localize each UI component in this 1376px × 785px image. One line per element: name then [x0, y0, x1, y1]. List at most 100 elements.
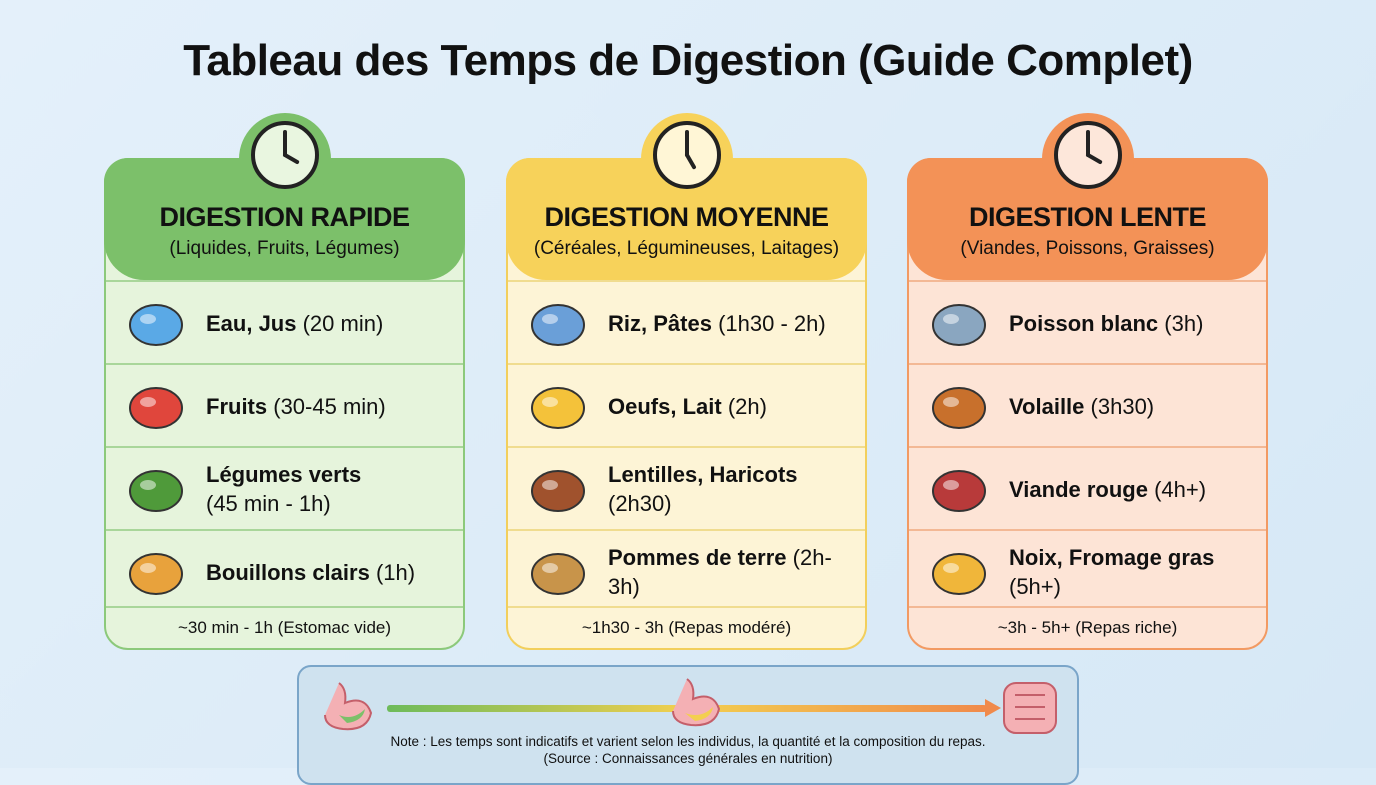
food-icon-box: [106, 295, 206, 351]
food-time: (2h30): [608, 491, 672, 516]
food-highlight: [943, 314, 959, 324]
food-icon: [129, 387, 183, 429]
food-row: Lentilles, Haricots (2h30): [508, 446, 865, 530]
food-time: (4h+): [1154, 476, 1207, 502]
food-text: Poisson blanc (3h): [1009, 309, 1259, 338]
food-row: Viande rouge (4h+): [909, 446, 1266, 530]
food-time: (2h-3h): [608, 545, 832, 599]
food-icon: [932, 470, 986, 512]
food-icon: [531, 470, 585, 512]
clock-hand: [282, 153, 299, 164]
food-name: Eau, Jus: [206, 310, 297, 336]
food-row: Pommes de terre (2h-3h): [508, 529, 865, 613]
food-highlight: [542, 314, 558, 324]
food-text: Lentilles, Haricots (2h30): [608, 460, 858, 518]
food-text: Pommes de terre (2h-3h): [608, 543, 858, 601]
clock-icon: [250, 121, 319, 189]
food-shape: [129, 304, 183, 346]
page-title: Tableau des Temps de Digestion (Guide Co…: [183, 36, 1193, 85]
food-icon-box: [106, 378, 206, 434]
card-header: DIGESTION RAPIDE (Liquides, Fruits, Légum…: [104, 113, 465, 280]
food-text: Légumes verts (45 min - 1h): [206, 460, 456, 518]
food-row: Oeufs, Lait (2h): [508, 363, 865, 447]
food-icon: [129, 470, 183, 512]
clock-icon: [1053, 121, 1122, 189]
food-time: (1h): [375, 559, 416, 585]
card-footer: ~3h - 5h+ (Repas riche): [909, 606, 1266, 648]
food-icon-box: [508, 295, 608, 351]
food-icon: [531, 553, 585, 595]
food-name: Oeufs, Lait: [608, 393, 722, 419]
food-text: Oeufs, Lait (2h): [608, 392, 858, 421]
clock-icon: [652, 121, 721, 189]
category-card: DIGESTION LENTE (Viandes, Poissons, Grais…: [907, 113, 1268, 650]
food-time: (3h): [1164, 310, 1204, 336]
food-highlight: [140, 314, 156, 324]
card-header: DIGESTION MOYENNE (Céréales, Légumineuses…: [506, 113, 867, 280]
food-shape: [531, 387, 585, 429]
food-name: Poisson blanc: [1009, 310, 1159, 336]
food-row: Poisson blanc (3h): [909, 280, 1266, 364]
food-name: Riz, Pâtes: [608, 310, 712, 336]
food-highlight: [542, 563, 558, 573]
food-highlight: [140, 563, 156, 573]
food-text: Viande rouge (4h+): [1009, 475, 1259, 504]
food-time: (1h30 - 2h): [718, 310, 826, 336]
food-shape: [531, 470, 585, 512]
card-subtitle: (Céréales, Légumineuses, Laitages): [533, 238, 840, 259]
food-highlight: [140, 397, 156, 407]
category-card: DIGESTION MOYENNE (Céréales, Légumineuses…: [506, 113, 867, 650]
category-card: DIGESTION RAPIDE (Liquides, Fruits, Légum…: [104, 113, 465, 650]
food-time: (5h+): [1009, 574, 1061, 599]
food-name: Fruits: [206, 393, 268, 419]
food-shape: [531, 553, 585, 595]
card-title: DIGESTION RAPIDE: [159, 202, 410, 232]
food-icon-box: [909, 461, 1009, 517]
food-text: Bouillons clairs (1h): [206, 558, 456, 587]
card-subtitle: (Viandes, Poissons, Graisses): [960, 238, 1215, 259]
food-time: (20 min): [302, 310, 384, 336]
food-highlight: [542, 397, 558, 407]
food-icon: [129, 304, 183, 346]
food-name: Lentilles, Haricots: [608, 462, 798, 487]
food-text: Riz, Pâtes (1h30 - 2h): [608, 309, 858, 338]
food-shape: [129, 553, 183, 595]
food-icon-box: [508, 378, 608, 434]
food-icon: [932, 553, 986, 595]
food-row: Fruits (30-45 min): [106, 363, 463, 447]
food-icon: [932, 304, 986, 346]
food-name: Viande rouge: [1009, 476, 1148, 502]
food-name: Légumes verts: [206, 462, 362, 487]
card-subtitle: (Liquides, Fruits, Légumes): [169, 238, 400, 259]
food-icon-box: [909, 295, 1009, 351]
food-icon-box: [106, 461, 206, 517]
food-highlight: [943, 563, 959, 573]
digestion-illustration: [324, 678, 1057, 734]
food-shape: [531, 304, 585, 346]
note-box: Note : Les temps sont indicatifs et vari…: [297, 665, 1079, 785]
food-icon: [932, 387, 986, 429]
food-shape: [932, 470, 986, 512]
note-source: (Source : Connaissances générales en nut…: [543, 751, 833, 766]
food-shape: [129, 470, 183, 512]
clock-hand: [684, 153, 696, 170]
card-footer: ~30 min - 1h (Estomac vide): [106, 606, 463, 648]
card-title: DIGESTION LENTE: [968, 202, 1207, 232]
food-shape: [129, 387, 183, 429]
food-name: Pommes de terre: [608, 545, 787, 570]
card-title: DIGESTION MOYENNE: [544, 202, 829, 232]
food-highlight: [943, 480, 959, 490]
food-row: Riz, Pâtes (1h30 - 2h): [508, 280, 865, 364]
food-row: Eau, Jus (20 min): [106, 280, 463, 364]
food-icon-box: [508, 461, 608, 517]
food-time: (3h30): [1090, 393, 1155, 419]
food-text: Fruits (30-45 min): [206, 392, 456, 421]
food-text: Eau, Jus (20 min): [206, 309, 456, 338]
food-row: Noix, Fromage gras (5h+): [909, 529, 1266, 613]
food-shape: [932, 304, 986, 346]
food-row: Légumes verts (45 min - 1h): [106, 446, 463, 530]
food-time: (45 min - 1h): [206, 491, 331, 516]
food-name: Volaille: [1009, 393, 1085, 419]
food-name: Noix, Fromage gras: [1009, 545, 1215, 570]
